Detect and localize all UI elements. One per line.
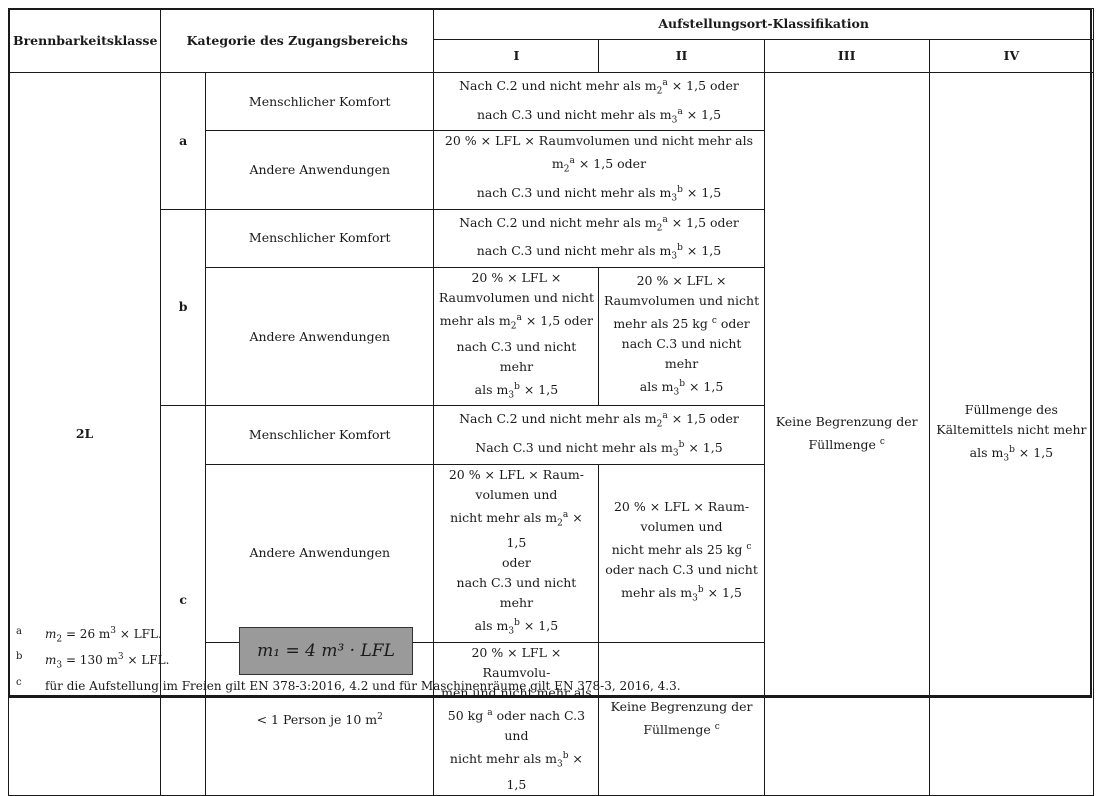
header-class-II: II <box>598 39 765 73</box>
category-c: c <box>160 405 207 796</box>
row-b-comfort-label: Menschlicher Komfort <box>205 208 435 268</box>
header-class-IV: IV <box>928 39 1095 73</box>
row-a-comfort-value: Nach C.2 und nicht mehr als m2a × 1,5 od… <box>433 71 765 132</box>
header-class-III: III <box>763 39 930 73</box>
row-c-other-I: 20 % × LFL × Raum- volumen und nicht meh… <box>433 463 600 643</box>
row-c-other-label: Andere Anwendungen <box>205 463 435 643</box>
header-access-category: Kategorie des Zugangsbereichs <box>160 8 435 73</box>
row-b-other-label: Andere Anwendungen <box>205 266 435 407</box>
row-c-comfort-label: Menschlicher Komfort <box>205 405 435 465</box>
row-a-comfort-label: Menschlicher Komfort <box>205 71 435 132</box>
footnote-a-mark: a <box>16 626 22 637</box>
formula-box: m₁ = 4 m³ · LFL <box>239 627 413 675</box>
row-a-other-label: Andere Anwendungen <box>205 130 435 210</box>
footnotes: a m2 = 26 m3 × LFL. b m3 = 130 m3 × LFL.… <box>8 622 1092 697</box>
row-c-other-II: 20 % × LFL × Raum- volumen und nicht meh… <box>598 463 765 643</box>
row-c-comfort-value: Nach C.2 und nicht mehr als m2a × 1,5 od… <box>433 405 765 465</box>
footnote-c-text: für die Aufstellung im Freien gilt EN 37… <box>45 679 681 693</box>
row-a-other-value: 20 % × LFL × Raumvolumen und nicht mehr … <box>433 130 765 210</box>
class-IV-cell: Füllmenge des Kältemittels nicht mehr al… <box>928 72 1095 796</box>
category-b: b <box>160 208 207 407</box>
row-b-other-I: 20 % × LFL × Raumvolumen und nicht mehr … <box>433 266 600 407</box>
footnote-b-mark: b <box>16 651 23 662</box>
class-III-cell: Keine Begrenzung der Füllmenge c <box>763 72 930 796</box>
footnote-b-text: m3 = 130 m3 × LFL. <box>45 652 170 671</box>
header-flammability-class: Brennbarkeitsklasse <box>7 8 162 73</box>
header-location-classification: Aufstellungsort-Klassifikation <box>433 8 1094 40</box>
footnote-a-text: m2 = 26 m3 × LFL. <box>45 626 162 645</box>
row-b-comfort-value: Nach C.2 und nicht mehr als m2a × 1,5 od… <box>433 208 765 268</box>
flammability-class-cell: 2L <box>7 72 162 796</box>
footnote-c-mark: c <box>16 677 22 688</box>
row-b-other-II: 20 % × LFL × Raumvolumen und nicht mehr … <box>598 266 765 407</box>
category-a: a <box>160 72 207 210</box>
header-class-I: I <box>433 39 600 73</box>
